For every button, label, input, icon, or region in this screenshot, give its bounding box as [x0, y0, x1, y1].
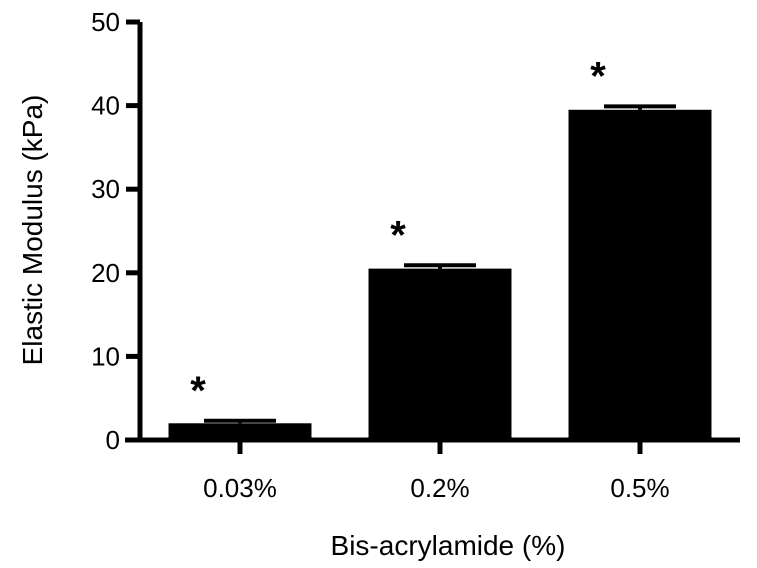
y-tick-label: 40	[91, 91, 120, 121]
x-tick-label: 0.2%	[410, 473, 469, 503]
x-tick-label: 0.03%	[203, 473, 277, 503]
bar	[168, 423, 312, 440]
bar	[368, 268, 512, 440]
significance-star: *	[190, 369, 206, 413]
bar	[568, 109, 712, 440]
plot-area: 0 10 20 30 40 50 0.03% * 0.2% * 0.5% *	[91, 7, 740, 503]
x-axis-label: Bis-acrylamide (%)	[331, 530, 566, 561]
significance-star: *	[590, 54, 606, 98]
y-tick-label: 10	[91, 341, 120, 371]
y-axis-label: Elastic Modulus (kPa)	[17, 95, 48, 366]
significance-star: *	[390, 213, 406, 257]
y-tick-label: 30	[91, 174, 120, 204]
y-tick-label: 0	[106, 425, 120, 455]
y-tick-label: 20	[91, 258, 120, 288]
x-tick-label: 0.5%	[610, 473, 669, 503]
y-tick-label: 50	[91, 7, 120, 37]
